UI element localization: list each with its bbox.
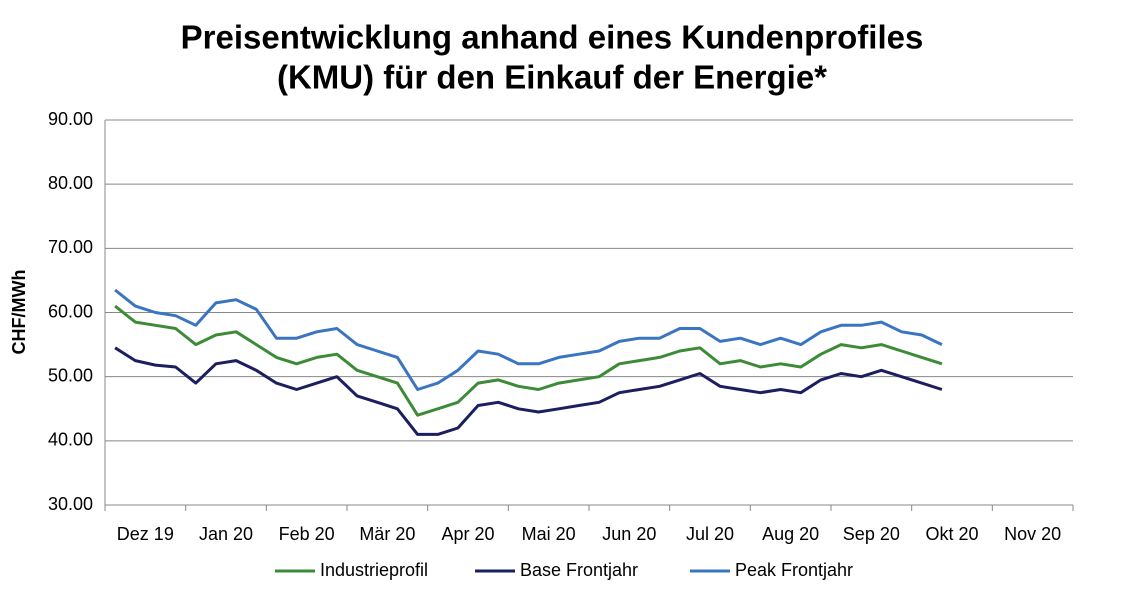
legend-label: Base Frontjahr xyxy=(520,560,638,580)
series-line xyxy=(114,346,943,436)
x-tick-label: Okt 20 xyxy=(925,524,978,544)
x-tick-label: Nov 20 xyxy=(1004,524,1061,544)
x-tick-label: Mai 20 xyxy=(522,524,576,544)
y-tick-label: 40.00 xyxy=(48,430,93,450)
y-tick-label: 90.00 xyxy=(48,109,93,129)
x-tick-label: Dez 19 xyxy=(117,524,174,544)
x-tick-label: Jan 20 xyxy=(199,524,253,544)
series-line xyxy=(114,288,943,391)
x-tick-label: Aug 20 xyxy=(762,524,819,544)
legend-label: Industrieprofil xyxy=(320,560,428,580)
x-tick-label: Apr 20 xyxy=(441,524,494,544)
chart-title: Preisentwicklung anhand eines Kundenprof… xyxy=(181,19,924,56)
series-line xyxy=(114,304,943,417)
x-tick-label: Mär 20 xyxy=(359,524,415,544)
x-tick-label: Jun 20 xyxy=(602,524,656,544)
legend-label: Peak Frontjahr xyxy=(735,560,853,580)
y-tick-label: 60.00 xyxy=(48,301,93,321)
x-tick-label: Feb 20 xyxy=(279,524,335,544)
y-tick-label: 30.00 xyxy=(48,494,93,514)
x-tick-label: Jul 20 xyxy=(686,524,734,544)
x-tick-label: Sep 20 xyxy=(843,524,900,544)
y-axis-label: CHF/MWh xyxy=(9,270,29,355)
y-tick-label: 80.00 xyxy=(48,173,93,193)
y-tick-label: 50.00 xyxy=(48,365,93,385)
chart-title: (KMU) für den Einkauf der Energie* xyxy=(277,59,827,96)
y-tick-label: 70.00 xyxy=(48,237,93,257)
